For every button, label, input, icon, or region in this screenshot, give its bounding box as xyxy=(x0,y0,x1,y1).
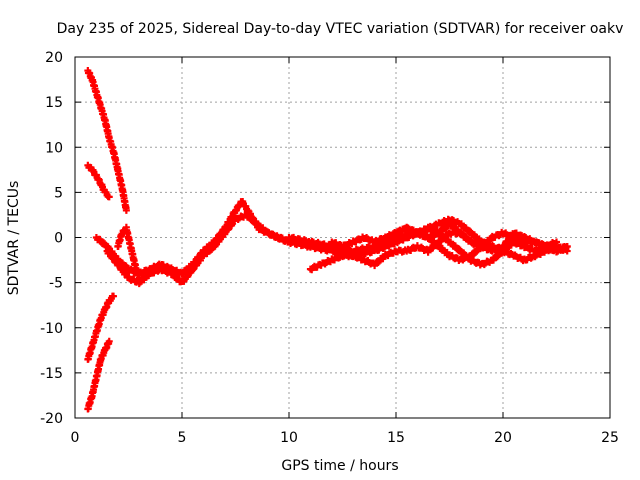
data-point xyxy=(434,241,442,249)
y-tick-label: -10 xyxy=(40,321,63,337)
x-axis-title: GPS time / hours xyxy=(281,458,398,474)
x-tick-label: 25 xyxy=(601,430,619,446)
x-tick-label: 0 xyxy=(71,430,80,446)
data-point xyxy=(110,292,118,300)
series-arc-2 xyxy=(84,161,113,201)
y-axis-title: SDTVAR / TECUs xyxy=(6,181,22,296)
y-tick-label: 0 xyxy=(54,231,63,247)
y-tick-label: 10 xyxy=(45,140,63,156)
series-arc-12 xyxy=(392,220,560,255)
data-points xyxy=(84,67,571,413)
y-tick-label: 5 xyxy=(54,185,63,201)
data-point xyxy=(466,227,474,235)
data-point xyxy=(135,274,143,282)
data-point xyxy=(455,245,463,253)
data-point xyxy=(553,238,560,246)
y-tick-label: -5 xyxy=(49,276,63,292)
series-arc-3 xyxy=(84,292,118,363)
data-point xyxy=(122,206,130,214)
data-point xyxy=(563,243,571,251)
data-point xyxy=(105,337,113,345)
x-tick-label: 10 xyxy=(280,430,298,446)
x-tick-label: 5 xyxy=(178,430,187,446)
series-arc-4 xyxy=(84,337,113,413)
chart-title: Day 235 of 2025, Sidereal Day-to-day VTE… xyxy=(57,21,624,37)
y-tick-label: 15 xyxy=(45,95,63,111)
series-arc-7 xyxy=(114,223,143,282)
x-tick-label: 15 xyxy=(387,430,405,446)
data-point xyxy=(105,193,113,201)
y-tick-label: -15 xyxy=(40,366,63,382)
data-point xyxy=(100,239,108,247)
series-arc-1 xyxy=(84,67,130,214)
y-tick-label: 20 xyxy=(45,50,63,66)
ticks: 0 5 10 15 20 25 -20 -15 -10 -5 0 5 10 15 20 xyxy=(40,50,619,446)
plot-frame xyxy=(74,56,611,419)
x-tick-label: 20 xyxy=(494,430,512,446)
y-tick-label: -20 xyxy=(40,411,63,427)
